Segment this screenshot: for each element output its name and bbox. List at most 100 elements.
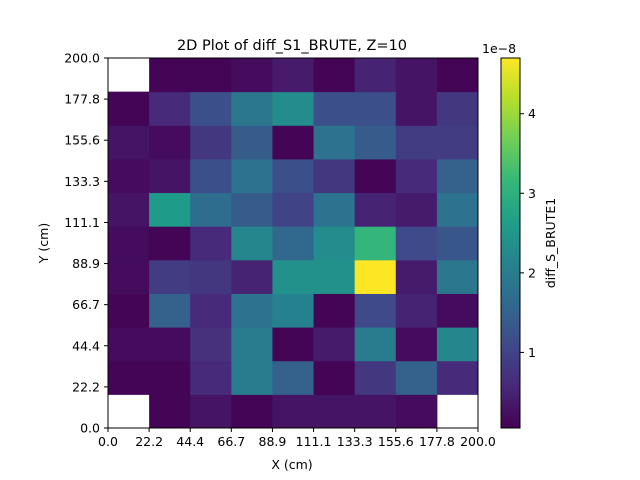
heatmap-cell — [436, 125, 479, 160]
heatmap-cell — [313, 91, 356, 126]
y-tick-label: 44.4 — [72, 338, 100, 353]
heatmap-cell — [436, 158, 479, 194]
x-tick-label: 200.0 — [460, 434, 496, 449]
heatmap-cell — [313, 158, 356, 194]
heatmap-cell — [272, 125, 315, 160]
heatmap-cell — [231, 394, 273, 429]
heatmap-cell — [149, 158, 191, 194]
heatmap-cell — [272, 259, 315, 294]
heatmap-cell — [395, 192, 438, 227]
heatmap-cell — [436, 226, 479, 261]
heatmap-cell — [354, 226, 397, 261]
x-tick-label: 88.9 — [259, 434, 287, 449]
heatmap-cell — [436, 58, 479, 93]
heatmap-cell — [231, 58, 273, 93]
heatmap-cell — [108, 91, 150, 126]
heatmap-cell — [436, 327, 479, 362]
x-tick-label: 111.1 — [296, 434, 332, 449]
colorbar-tick-label: 3 — [528, 186, 536, 201]
heatmap-cell — [190, 327, 232, 362]
heatmap-cell — [313, 125, 356, 160]
heatmap-cell — [436, 192, 479, 227]
heatmap-cell — [313, 293, 356, 328]
heatmap-cell — [395, 394, 438, 429]
heatmap-cell — [231, 293, 273, 328]
colorbar-offset-label: 1e−8 — [482, 41, 516, 56]
x-axis-label: X (cm) — [271, 457, 312, 472]
heatmap-cell — [272, 360, 315, 395]
y-tick-label: 111.1 — [64, 215, 100, 230]
heatmap-cell — [272, 293, 315, 328]
heatmap-cell — [108, 293, 150, 328]
heatmap-cell — [231, 259, 273, 294]
heatmap-cell — [354, 293, 397, 328]
heatmap-cell — [313, 327, 356, 362]
heatmap-cell — [436, 293, 479, 328]
x-tick-label: 22.2 — [135, 434, 163, 449]
heatmap-cell — [354, 394, 397, 429]
heatmap-cell — [272, 192, 315, 227]
heatmap-cell — [149, 293, 191, 328]
heatmap-cell — [108, 158, 150, 194]
heatmap-cell — [395, 293, 438, 328]
heatmap-cells — [108, 58, 479, 429]
heatmap-cell — [190, 259, 232, 294]
y-tick-label: 88.9 — [72, 256, 100, 271]
chart-title: 2D Plot of diff_S1_BRUTE, Z=10 — [177, 38, 407, 54]
heatmap-cell — [272, 91, 315, 126]
y-tick-label: 0.0 — [80, 421, 100, 436]
heatmap-cell — [354, 158, 397, 194]
heatmap-cell — [436, 259, 479, 294]
heatmap-cell — [108, 327, 150, 362]
heatmap-cell — [395, 259, 438, 294]
heatmap-cell — [395, 327, 438, 362]
x-tick-label: 133.3 — [337, 434, 373, 449]
heatmap-cell — [395, 58, 438, 93]
x-tick-label: 177.8 — [419, 434, 455, 449]
heatmap-cell — [190, 360, 232, 395]
heatmap-cell — [149, 125, 191, 160]
x-tick-label: 0.0 — [98, 434, 118, 449]
heatmap-cell — [272, 158, 315, 194]
heatmap-cell — [108, 125, 150, 160]
heatmap-cell — [272, 58, 315, 93]
heatmap-cell — [313, 192, 356, 227]
heatmap-cell — [190, 226, 232, 261]
heatmap-cell — [231, 158, 273, 194]
colorbar-tick-label: 4 — [528, 106, 536, 121]
heatmap-cell — [313, 58, 356, 93]
y-tick-label: 133.3 — [64, 174, 100, 189]
colorbar — [500, 57, 521, 429]
heatmap-cell — [354, 259, 397, 294]
heatmap-cell — [231, 327, 273, 362]
heatmap-cell — [313, 226, 356, 261]
heatmap-cell — [190, 58, 232, 93]
heatmap-cell — [272, 394, 315, 429]
y-tick-label: 66.7 — [72, 297, 100, 312]
heatmap-cell — [108, 259, 150, 294]
heatmap-cell — [272, 226, 315, 261]
heatmap-cell — [313, 394, 356, 429]
y-tick-label: 177.8 — [64, 92, 100, 107]
y-axis-ticks: 0.0 22.2 44.4 66.7 88.9 111.1 133.3 155.6 177.8 2… — [64, 51, 108, 436]
heatmap-cell — [108, 192, 150, 227]
heatmap-cell — [231, 91, 273, 126]
heatmap-cell — [149, 394, 191, 429]
heatmap-cell — [149, 259, 191, 294]
heatmap-cell — [354, 192, 397, 227]
x-tick-label: 155.6 — [378, 434, 414, 449]
heatmap-cell — [395, 125, 438, 160]
heatmap-cell — [149, 58, 191, 93]
heatmap-cell — [190, 125, 232, 160]
heatmap-cell — [231, 360, 273, 395]
heatmap-cell — [190, 91, 232, 126]
heatmap-cell — [395, 91, 438, 126]
x-tick-label: 44.4 — [176, 434, 204, 449]
heatmap-cell — [231, 192, 273, 227]
heatmap-cell — [436, 360, 479, 395]
heatmap-cell — [190, 394, 232, 429]
heatmap-cell — [231, 125, 273, 160]
heatmap-cell — [272, 327, 315, 362]
y-tick-label: 155.6 — [64, 133, 100, 148]
